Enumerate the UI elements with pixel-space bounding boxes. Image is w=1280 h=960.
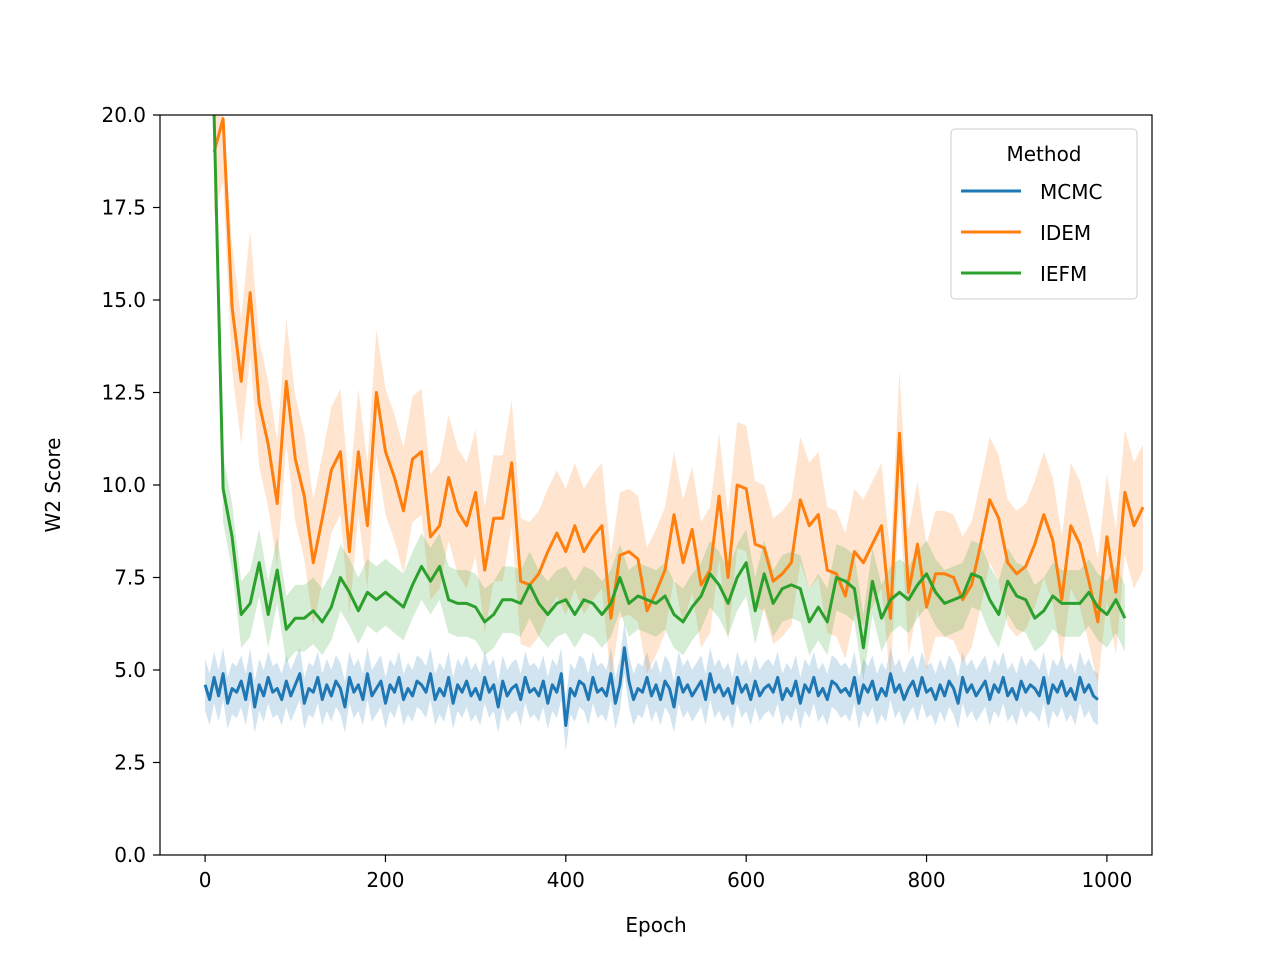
x-tick-label: 0 [199, 868, 212, 892]
series-line-mcmc [203, 646, 1099, 727]
legend-title: Method [1006, 142, 1081, 166]
x-tick-label: 1000 [1081, 868, 1132, 892]
x-tick-label: 400 [547, 868, 585, 892]
legend-box [950, 128, 1138, 300]
y-axis-label: W2 Score [41, 438, 65, 533]
y-tick-label: 12.5 [101, 381, 146, 405]
y-tick-label: 0.0 [114, 843, 146, 867]
legend-label-idem: IDEM [1040, 221, 1091, 245]
x-axis-label: Epoch [625, 913, 686, 937]
band-mcmc [205, 621, 1098, 752]
y-tick-label: 7.5 [114, 566, 146, 590]
series-lines [203, 114, 1145, 727]
band-idem [214, 115, 1144, 685]
series-line-iefm [212, 114, 1127, 650]
y-axis-ticks: 0.0 2.5 5.0 7.5 10.0 12.5 15.0 17.5 20.0 [101, 103, 160, 867]
legend-label-mcmc: MCMC [1040, 180, 1102, 204]
y-tick-label: 5.0 [114, 658, 146, 682]
y-tick-label: 2.5 [114, 751, 146, 775]
y-tick-label: 15.0 [101, 288, 146, 312]
x-axis-ticks: 0 200 400 600 800 1000 [199, 855, 1132, 892]
y-tick-label: 17.5 [101, 196, 146, 220]
y-tick-label: 10.0 [101, 473, 146, 497]
y-tick-label: 20.0 [101, 103, 146, 127]
series-line-idem [212, 117, 1145, 624]
band-iefm [214, 115, 1125, 682]
x-tick-label: 200 [366, 868, 404, 892]
x-tick-label: 600 [727, 868, 765, 892]
legend-label-iefm: IEFM [1040, 262, 1087, 286]
x-tick-label: 800 [907, 868, 945, 892]
legend: Method MCMC IDEM IEFM [950, 128, 1138, 300]
confidence-bands [205, 115, 1144, 752]
